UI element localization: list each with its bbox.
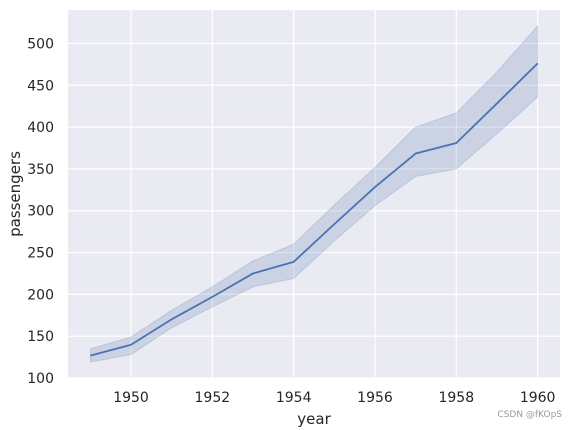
x-tick-label: 1958: [438, 390, 474, 406]
y-tick-label: 350: [27, 162, 54, 178]
x-axis-label: year: [297, 410, 331, 428]
mean-passengers-line: [90, 62, 539, 357]
x-tick-label: 1960: [520, 390, 556, 406]
y-tick-label: 400: [27, 120, 54, 136]
confidence-band-area: [89, 24, 539, 363]
y-tick-label: 250: [27, 246, 54, 262]
x-tick-label: 1952: [195, 390, 231, 406]
y-tick-label: 500: [27, 36, 54, 52]
watermark-text: CSDN @fKOpS: [497, 410, 562, 420]
y-axis-label: passengers: [6, 151, 24, 237]
y-tick-label: 150: [27, 329, 54, 345]
y-tick-label: 300: [27, 204, 54, 220]
confidence-band: [89, 24, 539, 363]
y-tick-label: 100: [27, 371, 54, 387]
plot-background: [68, 10, 560, 378]
x-tick-label: 1954: [276, 390, 312, 406]
x-tick-labels: 1950 1952 1954 1956 1958 1960: [113, 390, 555, 406]
x-tick-label: 1956: [357, 390, 393, 406]
y-tick-label: 450: [27, 78, 54, 94]
series-line: [90, 62, 539, 357]
y-tick-label: 200: [27, 287, 54, 303]
grid-lines: [68, 10, 560, 379]
x-tick-label: 1950: [113, 390, 149, 406]
y-tick-labels: 100 150 200 250 300 350 400 450 500: [27, 36, 54, 387]
